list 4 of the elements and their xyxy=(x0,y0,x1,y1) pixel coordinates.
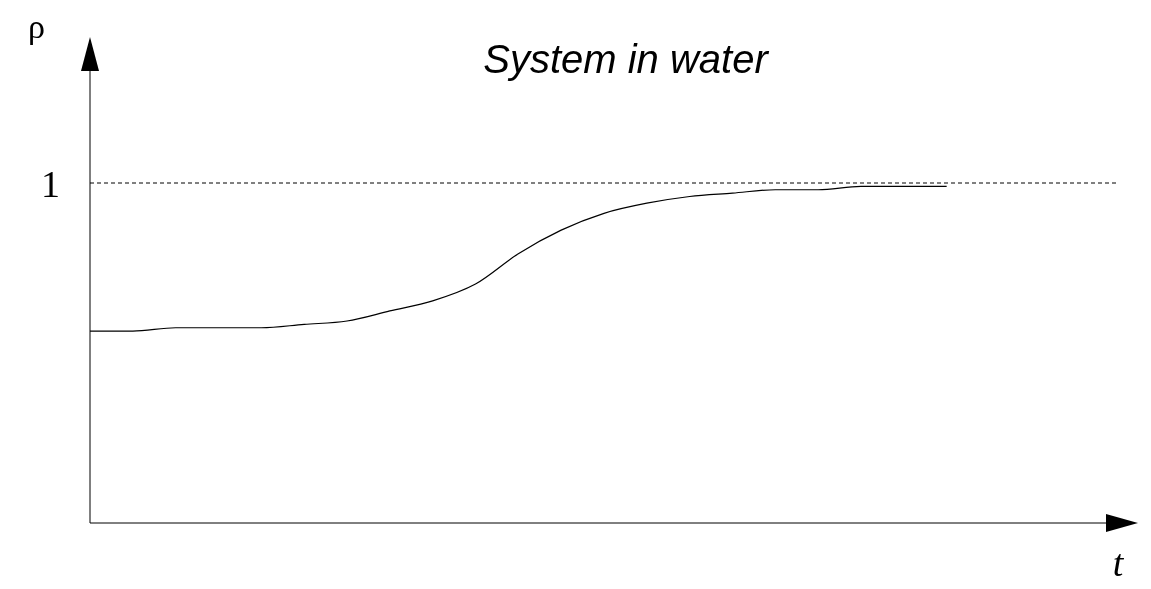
x-axis-title: t xyxy=(1112,542,1125,584)
chart-title: System in water xyxy=(483,37,770,81)
y-axis-title: ρ xyxy=(28,8,45,45)
ref-line-label: 1 xyxy=(41,162,60,205)
